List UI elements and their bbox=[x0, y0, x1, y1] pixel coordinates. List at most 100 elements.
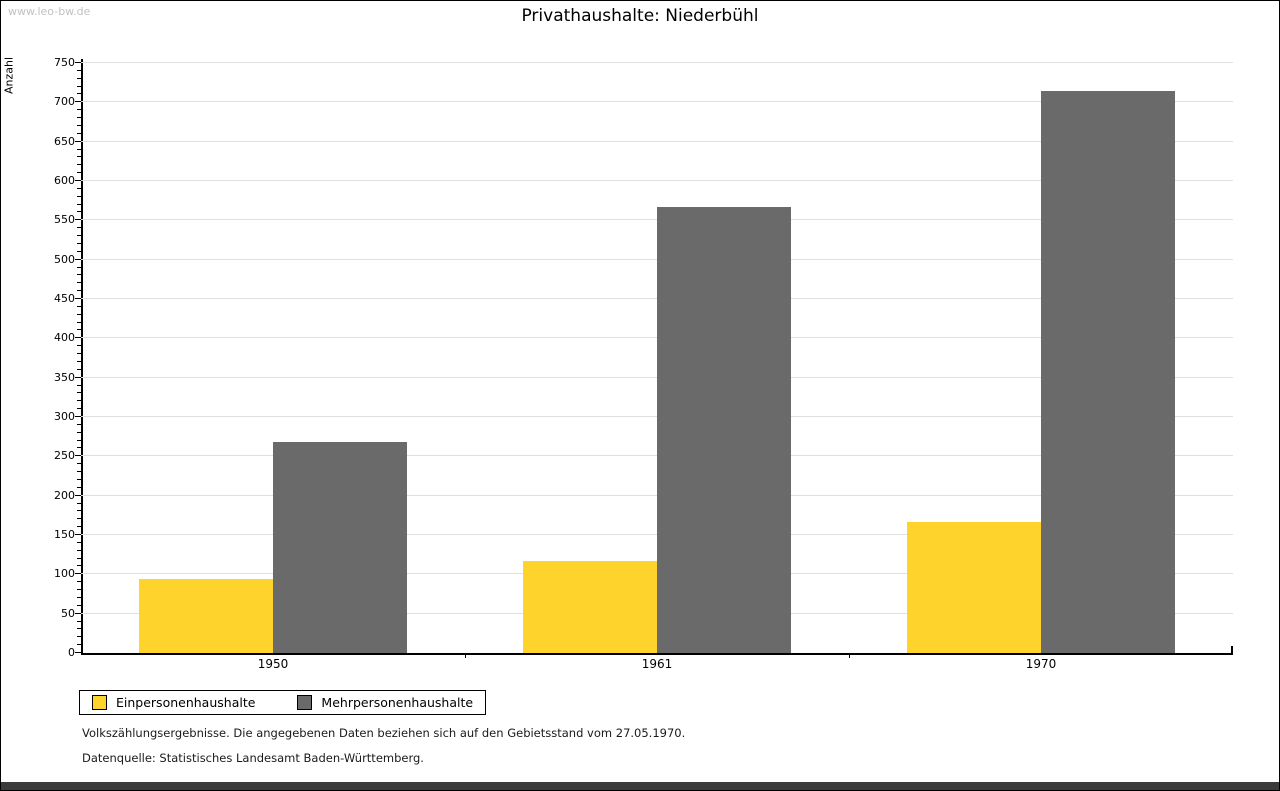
legend-item-einpersonenhaushalte: Einpersonenhaushalte bbox=[92, 695, 255, 710]
y-tick-label-350: 350 bbox=[54, 370, 75, 384]
y-minor-tick-420 bbox=[77, 321, 81, 323]
y-tick-label-700: 700 bbox=[54, 95, 75, 109]
y-minor-tick-560 bbox=[77, 211, 81, 213]
y-axis-line bbox=[81, 59, 83, 653]
y-minor-tick-720 bbox=[77, 85, 81, 87]
y-minor-tick-530 bbox=[77, 235, 81, 237]
y-minor-tick-740 bbox=[77, 69, 81, 71]
y-minor-tick-390 bbox=[77, 345, 81, 347]
y-tick-label-50: 50 bbox=[61, 606, 75, 620]
y-major-tick-400 bbox=[75, 337, 81, 339]
y-major-tick-50 bbox=[75, 612, 81, 614]
y-minor-tick-160 bbox=[77, 526, 81, 528]
y-minor-tick-290 bbox=[77, 423, 81, 425]
y-minor-tick-630 bbox=[77, 156, 81, 158]
y-minor-tick-730 bbox=[77, 77, 81, 79]
gridline-y-750 bbox=[81, 62, 1233, 63]
y-minor-tick-570 bbox=[77, 203, 81, 205]
y-minor-tick-310 bbox=[77, 408, 81, 410]
y-minor-tick-540 bbox=[77, 227, 81, 229]
y-minor-tick-640 bbox=[77, 148, 81, 150]
y-tick-label-400: 400 bbox=[54, 331, 75, 345]
y-minor-tick-440 bbox=[77, 305, 81, 307]
y-minor-tick-60 bbox=[77, 604, 81, 606]
bar-1970-mehrpersonenhaushalte bbox=[1041, 90, 1175, 653]
chart-title: Privathaushalte: Niederbühl bbox=[521, 6, 759, 26]
y-minor-tick-680 bbox=[77, 117, 81, 119]
y-major-tick-350 bbox=[75, 376, 81, 378]
y-major-tick-700 bbox=[75, 101, 81, 103]
y-minor-tick-490 bbox=[77, 266, 81, 268]
y-tick-label-450: 450 bbox=[54, 292, 75, 305]
y-minor-tick-260 bbox=[77, 447, 81, 449]
y-minor-tick-460 bbox=[77, 290, 81, 292]
y-tick-label-200: 200 bbox=[54, 488, 75, 502]
x-tick-label-1950: 1950 bbox=[257, 657, 289, 671]
y-minor-tick-360 bbox=[77, 368, 81, 370]
y-minor-tick-240 bbox=[77, 463, 81, 465]
y-major-tick-750 bbox=[75, 62, 81, 63]
y-minor-tick-380 bbox=[77, 353, 81, 355]
y-minor-tick-30 bbox=[77, 628, 81, 630]
y-minor-tick-370 bbox=[77, 360, 81, 362]
y-minor-tick-130 bbox=[77, 549, 81, 551]
y-minor-tick-170 bbox=[77, 518, 81, 520]
y-minor-tick-140 bbox=[77, 541, 81, 543]
x-tick-label-1970: 1970 bbox=[1025, 657, 1057, 671]
y-minor-tick-670 bbox=[77, 124, 81, 126]
y-minor-tick-40 bbox=[77, 620, 81, 622]
y-major-tick-300 bbox=[75, 416, 81, 417]
y-major-tick-550 bbox=[75, 219, 81, 221]
y-tick-label-250: 250 bbox=[54, 449, 75, 463]
y-major-tick-200 bbox=[75, 494, 81, 496]
y-minor-tick-280 bbox=[77, 431, 81, 433]
y-tick-label-750: 750 bbox=[54, 56, 75, 69]
legend-box: Einpersonenhaushalte Mehrpersonenhaushal… bbox=[79, 690, 487, 715]
y-minor-tick-110 bbox=[77, 565, 81, 567]
y-minor-tick-340 bbox=[77, 384, 81, 386]
y-tick-label-650: 650 bbox=[54, 134, 75, 148]
legend-swatch-yellow bbox=[92, 695, 107, 710]
y-tick-label-600: 600 bbox=[54, 174, 75, 187]
y-minor-tick-480 bbox=[77, 274, 81, 276]
y-tick-label-150: 150 bbox=[54, 528, 75, 541]
y-minor-tick-80 bbox=[77, 589, 81, 591]
y-minor-tick-430 bbox=[77, 313, 81, 315]
y-minor-tick-610 bbox=[77, 172, 81, 174]
y-tick-label-0: 0 bbox=[68, 646, 75, 659]
y-minor-tick-470 bbox=[77, 282, 81, 284]
y-minor-tick-710 bbox=[77, 93, 81, 95]
x-boundary-tick-2 bbox=[849, 653, 850, 658]
y-minor-tick-20 bbox=[77, 636, 81, 638]
y-major-tick-650 bbox=[75, 140, 81, 142]
footnote-data-source: Datenquelle: Statistisches Landesamt Bad… bbox=[82, 751, 424, 765]
bar-1961-mehrpersonenhaushalte bbox=[657, 206, 791, 653]
x-axis-line bbox=[81, 653, 1233, 655]
bar-1950-mehrpersonenhaushalte bbox=[273, 442, 407, 653]
x-tick-label-1961: 1961 bbox=[641, 657, 673, 671]
y-tick-label-500: 500 bbox=[54, 252, 75, 266]
y-axis-title: Anzahl bbox=[2, 56, 16, 95]
y-major-tick-0 bbox=[75, 652, 81, 653]
y-major-tick-600 bbox=[75, 180, 81, 181]
footnote-source-note: Volkszählungsergebnisse. Die angegebenen… bbox=[82, 726, 686, 740]
y-minor-tick-180 bbox=[77, 510, 81, 512]
y-minor-tick-520 bbox=[77, 242, 81, 244]
y-minor-tick-590 bbox=[77, 187, 81, 189]
legend-label: Einpersonenhaushalte bbox=[116, 695, 256, 710]
bar-1961-einpersonenhaushalte bbox=[523, 560, 657, 653]
y-minor-tick-510 bbox=[77, 250, 81, 252]
y-minor-tick-90 bbox=[77, 581, 81, 583]
y-minor-tick-620 bbox=[77, 164, 81, 166]
y-minor-tick-70 bbox=[77, 596, 81, 598]
y-minor-tick-660 bbox=[77, 132, 81, 134]
watermark-text: www.leo-bw.de bbox=[8, 5, 91, 18]
legend-swatch-gray bbox=[297, 695, 313, 710]
bar-1950-einpersonenhaushalte bbox=[139, 579, 273, 653]
y-major-tick-450 bbox=[75, 298, 81, 299]
legend-item-mehrpersonenhaushalte: Mehrpersonenhaushalte bbox=[297, 695, 473, 710]
y-minor-tick-330 bbox=[77, 392, 81, 394]
x-boundary-tick-1 bbox=[465, 653, 466, 658]
y-minor-tick-320 bbox=[77, 400, 81, 402]
y-minor-tick-690 bbox=[77, 109, 81, 111]
